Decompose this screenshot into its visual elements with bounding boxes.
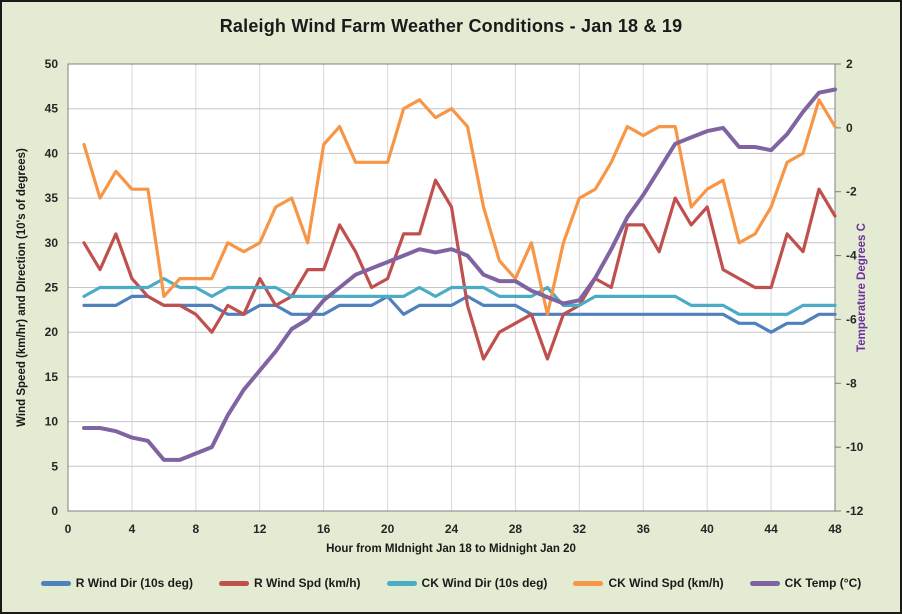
left-axis-tick-label: 0 bbox=[51, 504, 58, 518]
left-axis-tick-label: 45 bbox=[45, 102, 59, 116]
right-axis-tick-label: 0 bbox=[846, 121, 853, 135]
left-axis-tick-label: 20 bbox=[45, 325, 59, 339]
line-ck-wind-spd-km-h bbox=[82, 98, 837, 316]
legend-item-r-wind-dir-10s-deg: R Wind Dir (10s deg) bbox=[40, 576, 193, 590]
legend-label: R Wind Spd (km/h) bbox=[253, 576, 361, 590]
right-axis-tick-label: -8 bbox=[846, 376, 857, 390]
line-ck-wind-dir-10s-deg bbox=[82, 277, 837, 316]
right-axis-tick-label: -2 bbox=[846, 185, 857, 199]
line-ck-temp-c bbox=[82, 87, 837, 462]
right-axis-tick-label: 2 bbox=[846, 57, 853, 71]
left-axis-tick-label: 40 bbox=[45, 146, 59, 160]
left-axis-tick-label: 10 bbox=[45, 415, 59, 429]
x-axis-tick-label: 44 bbox=[764, 522, 778, 536]
left-axis-tick-label: 35 bbox=[45, 191, 59, 205]
legend-item-r-wind-spd-km-h: R Wind Spd (km/h) bbox=[218, 576, 361, 590]
legend-item-ck-wind-dir-10s-deg: CK Wind Dir (10s deg) bbox=[386, 576, 548, 590]
x-axis-tick-label: 4 bbox=[129, 522, 136, 536]
x-axis-tick-label: 16 bbox=[317, 522, 331, 536]
x-axis-tick-label: 24 bbox=[445, 522, 459, 536]
right-axis-tick-label: -6 bbox=[846, 312, 857, 326]
legend-swatch-r-wind-dir-10s-deg bbox=[40, 580, 71, 586]
x-axis-tick-label: 12 bbox=[253, 522, 267, 536]
legend-label: R Wind Dir (10s deg) bbox=[75, 576, 193, 590]
legend-label: CK Temp (°C) bbox=[784, 576, 862, 590]
left-axis-tick-label: 30 bbox=[45, 236, 59, 250]
legend-item-ck-temp-c: CK Temp (°C) bbox=[749, 576, 862, 590]
left-axis-tick-label: 50 bbox=[45, 57, 59, 71]
legend-swatch-ck-temp-c bbox=[749, 580, 780, 586]
legend: R Wind Dir (10s deg) R Wind Spd (km/h) CK … bbox=[2, 576, 900, 590]
chart-title: Raleigh Wind Farm Weather Conditions - J… bbox=[219, 16, 683, 36]
legend-swatch-ck-wind-spd-km-h bbox=[573, 580, 604, 586]
left-axis-tick-label: 5 bbox=[51, 459, 58, 473]
legend-swatch-r-wind-spd-km-h bbox=[218, 580, 249, 586]
right-axis-tick-label: -12 bbox=[846, 504, 864, 518]
x-axis-tick-label: 28 bbox=[509, 522, 523, 536]
x-axis-tick-label: 40 bbox=[700, 522, 714, 536]
legend-item-ck-wind-spd-km-h: CK Wind Spd (km/h) bbox=[573, 576, 724, 590]
legend-label: CK Wind Spd (km/h) bbox=[608, 576, 724, 590]
right-axis-label: Temperature Degrees C bbox=[856, 223, 868, 352]
x-axis-tick-label: 48 bbox=[828, 522, 842, 536]
x-axis-label: Hour from MIdnight Jan 18 to Midnight Ja… bbox=[326, 543, 576, 555]
x-axis-tick-label: 32 bbox=[573, 522, 587, 536]
right-axis-tick-label: -4 bbox=[846, 249, 857, 263]
x-axis-tick-label: 36 bbox=[637, 522, 651, 536]
x-axis-tick-label: 0 bbox=[65, 522, 72, 536]
line-r-wind-spd-km-h bbox=[82, 178, 837, 361]
legend-label: CK Wind Dir (10s deg) bbox=[421, 576, 548, 590]
left-axis-tick-label: 15 bbox=[45, 370, 59, 384]
x-axis-tick-label: 20 bbox=[381, 522, 395, 536]
x-axis-tick-label: 8 bbox=[192, 522, 199, 536]
left-axis-tick-label: 25 bbox=[45, 281, 59, 295]
plot-border bbox=[67, 63, 836, 512]
legend-swatch-ck-wind-dir-10s-deg bbox=[386, 580, 417, 586]
right-axis-tick-label: -10 bbox=[846, 440, 864, 454]
left-axis-label: Wind Speed (km/hr) and DIrection (10's o… bbox=[16, 148, 28, 427]
line-r-wind-dir-10s-deg bbox=[82, 294, 837, 334]
